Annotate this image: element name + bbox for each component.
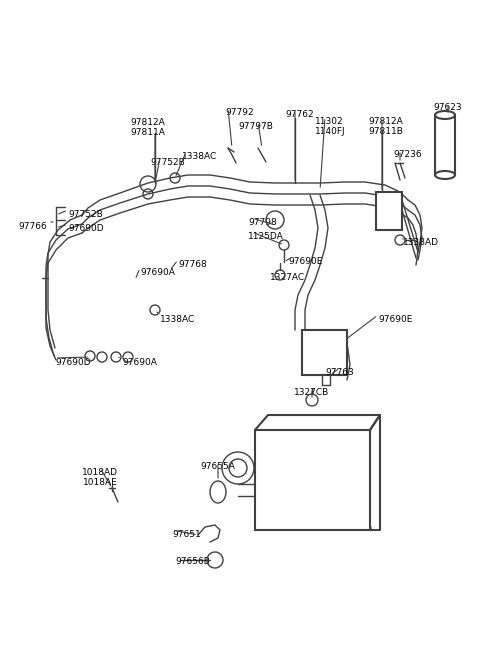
Text: 97797B: 97797B (238, 122, 273, 131)
Text: 97236: 97236 (393, 150, 421, 159)
Text: 97690D: 97690D (68, 224, 104, 233)
Text: 1018AD
1018AE: 1018AD 1018AE (82, 468, 118, 487)
Ellipse shape (435, 111, 455, 119)
Text: 1338AC: 1338AC (182, 152, 217, 161)
Text: 11302
1140FJ: 11302 1140FJ (315, 117, 346, 136)
Text: 1327CB: 1327CB (294, 388, 330, 397)
Ellipse shape (210, 481, 226, 503)
Text: 97752B: 97752B (150, 158, 185, 167)
Text: 1327AC: 1327AC (270, 273, 305, 282)
Text: 97690A: 97690A (122, 358, 157, 367)
Text: 97651: 97651 (172, 530, 201, 539)
Text: 1338AD: 1338AD (403, 238, 439, 247)
Text: 97762: 97762 (285, 110, 313, 119)
Text: 97690E: 97690E (288, 257, 323, 266)
Text: 97752B: 97752B (68, 210, 103, 219)
Text: 97656B: 97656B (175, 557, 210, 566)
Text: 97690A: 97690A (140, 268, 175, 277)
Text: 97655A: 97655A (201, 462, 235, 471)
Text: 97798: 97798 (248, 218, 277, 227)
Text: 97623: 97623 (434, 103, 462, 112)
Text: 1338AC: 1338AC (160, 315, 195, 324)
Text: 97812A
97811A: 97812A 97811A (131, 118, 166, 138)
Bar (376, 192, 402, 230)
Text: 97766: 97766 (18, 222, 47, 231)
Ellipse shape (435, 171, 455, 179)
Text: 1125DA: 1125DA (248, 232, 284, 241)
Text: 97690D: 97690D (55, 358, 91, 367)
Bar (255, 430, 370, 530)
Text: 97792: 97792 (225, 108, 253, 117)
Bar (302, 330, 347, 375)
Text: 97768: 97768 (178, 260, 207, 269)
Text: 97690E: 97690E (378, 315, 412, 324)
Text: 97763: 97763 (325, 368, 354, 377)
Text: 97812A
97811B: 97812A 97811B (368, 117, 403, 136)
